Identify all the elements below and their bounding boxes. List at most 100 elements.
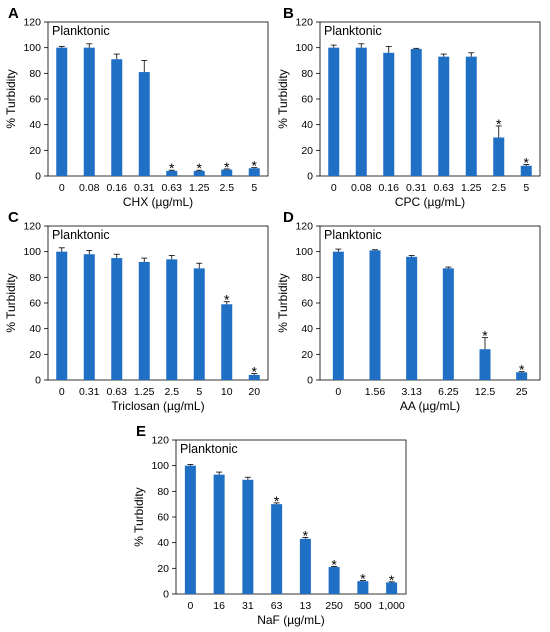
y-axis-label: % Turbidity	[4, 69, 18, 128]
bar	[299, 538, 311, 594]
y-axis-label: % Turbidity	[276, 273, 290, 332]
x-tick-label: 0.63	[434, 182, 455, 194]
x-axis-label: NaF (µg/mL)	[257, 613, 325, 627]
bar	[328, 567, 340, 594]
bar	[271, 504, 283, 594]
plot-frame	[47, 225, 269, 381]
y-tick-label: 100	[151, 460, 169, 472]
x-tick-label: 63	[271, 600, 283, 612]
bar	[193, 268, 205, 380]
bar	[193, 170, 205, 176]
y-tick-label: 60	[29, 94, 41, 106]
y-tick-label: 0	[307, 375, 313, 387]
x-tick-label: 0	[187, 600, 193, 612]
bar	[83, 47, 95, 176]
panel-letter: E	[136, 423, 146, 440]
x-tick-label: 0.31	[406, 182, 427, 194]
x-tick-label: 12.5	[475, 386, 496, 398]
significance-star: *	[482, 328, 488, 344]
x-tick-label: 6.25	[438, 386, 459, 398]
y-tick-label: 120	[23, 17, 41, 29]
bar	[465, 56, 477, 176]
plot-frame	[175, 439, 407, 595]
x-tick-label: 5	[523, 182, 529, 194]
x-tick-label: 0.08	[351, 182, 372, 194]
y-tick-label: 120	[23, 221, 41, 233]
significance-star: *	[303, 528, 309, 544]
y-tick-label: 0	[163, 589, 169, 601]
bar	[242, 479, 254, 594]
x-axis-label: CPC (µg/mL)	[395, 195, 465, 209]
y-tick-label: 80	[29, 68, 41, 80]
bar	[516, 372, 528, 380]
significance-star: *	[360, 571, 366, 587]
x-tick-label: 0.63	[162, 182, 183, 194]
y-tick-label: 20	[29, 349, 41, 361]
y-tick-label: 40	[29, 323, 41, 335]
bar	[328, 47, 340, 176]
plot-frame	[319, 225, 541, 381]
y-tick-label: 80	[29, 272, 41, 284]
x-tick-label: 0.31	[134, 182, 155, 194]
y-tick-label: 0	[307, 171, 313, 183]
x-tick-label: 0	[59, 386, 65, 398]
significance-star: *	[252, 158, 258, 174]
bar	[520, 165, 532, 176]
x-tick-label: 250	[325, 600, 343, 612]
plot-frame	[319, 21, 541, 177]
significance-star: *	[197, 160, 203, 176]
bar	[248, 374, 260, 380]
significance-star: *	[224, 292, 230, 308]
x-tick-label: 1.25	[461, 182, 482, 194]
y-tick-label: 60	[301, 94, 313, 106]
y-axis-label: % Turbidity	[4, 273, 18, 332]
y-tick-label: 40	[301, 119, 313, 131]
significance-star: *	[224, 159, 230, 175]
chart-panel-c: C Planktonic 0 20 40 60 80 100 120 % Turbidity 0 0.…	[4, 209, 269, 413]
bar	[213, 474, 225, 594]
y-tick-label: 0	[35, 171, 41, 183]
x-tick-label: 5	[251, 182, 257, 194]
bar	[386, 582, 398, 594]
y-tick-label: 0	[35, 375, 41, 387]
significance-star: *	[519, 362, 525, 378]
y-tick-label: 60	[301, 298, 313, 310]
x-tick-label: 5	[196, 386, 202, 398]
y-tick-label: 80	[157, 486, 169, 498]
y-tick-label: 100	[23, 42, 41, 54]
bar	[406, 256, 418, 380]
inset-label: Planktonic	[324, 24, 382, 38]
panel-letter: D	[283, 209, 294, 226]
x-tick-label: 0.63	[107, 386, 128, 398]
x-tick-label: 2.5	[219, 182, 234, 194]
y-tick-label: 60	[29, 298, 41, 310]
y-tick-label: 20	[301, 145, 313, 157]
y-tick-label: 80	[301, 272, 313, 284]
inset-label: Planktonic	[324, 228, 382, 242]
y-tick-label: 120	[151, 435, 169, 447]
y-tick-label: 40	[29, 119, 41, 131]
bar	[357, 581, 369, 594]
inset-label: Planktonic	[52, 228, 110, 242]
significance-star: *	[169, 160, 175, 176]
x-tick-label: 10	[221, 386, 233, 398]
inset-label: Planktonic	[180, 442, 238, 456]
bar	[166, 170, 178, 176]
y-tick-label: 80	[301, 68, 313, 80]
significance-star: *	[389, 572, 395, 588]
chart-panel-d: D Planktonic 0 20 40 60 80 100 120 % Turbidity 0 1.…	[276, 209, 541, 413]
x-tick-label: 500	[354, 600, 372, 612]
x-tick-label: 31	[242, 600, 254, 612]
x-tick-label: 13	[300, 600, 312, 612]
x-axis-label: Triclosan (µg/mL)	[111, 399, 204, 413]
y-tick-label: 20	[301, 349, 313, 361]
y-tick-label: 100	[295, 42, 313, 54]
bar	[248, 168, 260, 176]
bar	[332, 251, 344, 380]
bar	[369, 250, 381, 380]
bar	[83, 254, 95, 380]
y-tick-label: 100	[295, 246, 313, 258]
significance-star: *	[252, 364, 258, 380]
x-tick-label: 16	[213, 600, 225, 612]
